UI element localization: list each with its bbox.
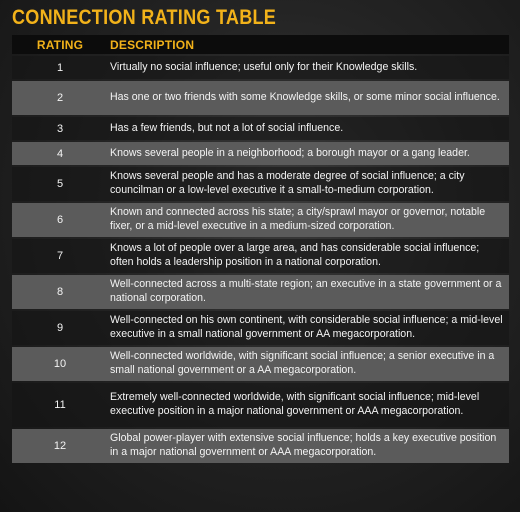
table-row: 6 Known and connected across his state; … [12,203,509,237]
rating-cell: 7 [56,250,64,262]
connection-rating-table: RATING DESCRIPTION 1 Virtually no social… [12,35,509,463]
table-row: 10 Well-connected worldwide, with signif… [12,347,509,381]
rating-cell: 12 [53,440,67,452]
table-title: CONNECTION RATING TABLE [12,6,277,29]
table-row: 4 Knows several people in a neighborhood… [12,142,509,165]
description-cell: Virtually no social influence; useful on… [110,60,418,73]
table-header: RATING DESCRIPTION [12,35,509,54]
rating-cell: 8 [56,286,64,298]
table-row: 7 Knows a lot of people over a large are… [12,239,509,273]
table-row: 1 Virtually no social influence; useful … [12,56,509,79]
description-cell: Has a few friends, but not a lot of soci… [110,121,344,134]
rating-cell: 3 [56,122,64,135]
rating-cell: 9 [56,322,64,334]
description-cell: Well-connected worldwide, with significa… [110,350,495,376]
table-row: 2 Has one or two friends with some Knowl… [12,81,509,115]
description-cell: Global power-player with extensive socia… [110,432,497,458]
table-row: 11 Extremely well-connected worldwide, w… [12,383,509,427]
rating-cell: 1 [56,61,64,74]
header-rating: RATING [36,37,84,52]
rating-cell: 11 [54,399,66,411]
rating-cell: 10 [53,358,67,370]
description-cell: Well-connected on his own continent, wit… [110,314,503,340]
table-row: 3 Has a few friends, but not a lot of so… [12,117,509,140]
description-cell: Knows several people in a neighborhood; … [110,146,470,159]
header-description: DESCRIPTION [110,37,195,52]
description-cell: Has one or two friends with some Knowled… [110,91,500,104]
table-row: 5 Knows several people and has a moderat… [12,167,509,201]
rating-cell: 6 [56,214,64,226]
description-cell: Known and connected across his state; a … [110,206,486,232]
description-cell: Knows a lot of people over a large area,… [110,242,480,268]
rating-cell: 4 [56,147,64,160]
description-cell: Knows several people and has a moderate … [110,170,465,196]
table-row: 9 Well-connected on his own continent, w… [12,311,509,345]
table-row: 8 Well-connected across a multi-state re… [12,275,509,309]
rating-cell: 5 [56,178,64,190]
description-cell: Well-connected across a multi-state regi… [110,278,502,304]
description-cell: Extremely well-connected worldwide, with… [110,391,480,417]
rating-cell: 2 [56,92,64,104]
table-row: 12 Global power-player with extensive so… [12,429,509,463]
